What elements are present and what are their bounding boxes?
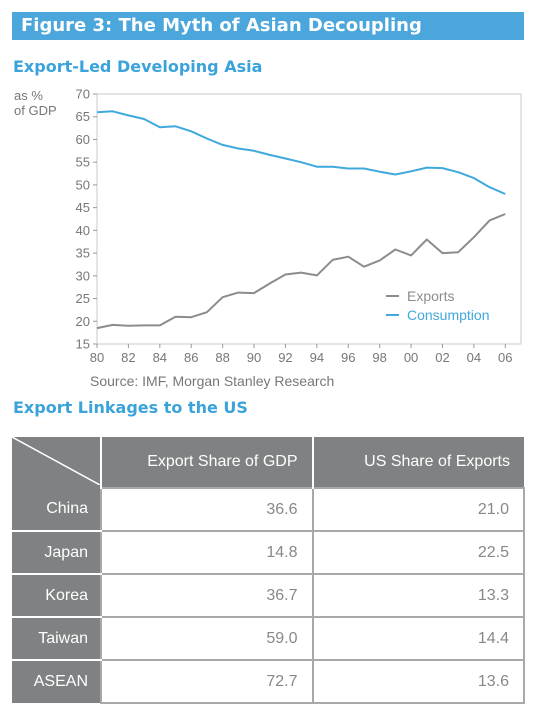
header-us-share: US Share of Exports bbox=[313, 437, 525, 488]
y-tick-label: 60 bbox=[76, 132, 90, 147]
x-tick-label: 92 bbox=[278, 350, 292, 365]
export-share-cell: 14.8 bbox=[101, 531, 313, 574]
x-tick-label: 04 bbox=[467, 350, 481, 365]
y-tick-label: 55 bbox=[76, 155, 90, 170]
y-tick-label: 45 bbox=[76, 200, 90, 215]
y-tick-label: 20 bbox=[76, 314, 90, 329]
figure-title: Figure 3: The Myth of Asian Decoupling bbox=[12, 12, 524, 40]
header-export-share: Export Share of GDP bbox=[101, 437, 313, 488]
table-row: ASEAN 72.7 13.6 bbox=[12, 660, 524, 703]
table-row: Korea 36.7 13.3 bbox=[12, 574, 524, 617]
y-tick-label: 35 bbox=[76, 246, 90, 261]
us-share-cell: 14.4 bbox=[313, 617, 525, 660]
us-share-cell: 13.3 bbox=[313, 574, 525, 617]
y-tick-label: 65 bbox=[76, 109, 90, 124]
x-tick-label: 00 bbox=[404, 350, 418, 365]
x-tick-label: 86 bbox=[184, 350, 198, 365]
x-tick-label: 90 bbox=[247, 350, 261, 365]
us-share-cell: 21.0 bbox=[313, 488, 525, 531]
x-tick-label: 82 bbox=[121, 350, 135, 365]
row-label: Korea bbox=[12, 574, 101, 617]
table-row: Taiwan 59.0 14.4 bbox=[12, 617, 524, 660]
export-linkages-table: Export Share of GDP US Share of Exports … bbox=[12, 437, 525, 704]
y-tick-label: 25 bbox=[76, 291, 90, 306]
row-label: ASEAN bbox=[12, 660, 101, 703]
x-tick-label: 84 bbox=[153, 350, 167, 365]
x-tick-label: 98 bbox=[372, 350, 386, 365]
row-label: Taiwan bbox=[12, 617, 101, 660]
x-tick-label: 94 bbox=[310, 350, 324, 365]
chart-source: Source: IMF, Morgan Stanley Research bbox=[90, 373, 334, 389]
line-chart: 15 20 25 30 35 40 45 50 55 60 65 70 as %of GDP 80 82 84… bbox=[0, 80, 549, 375]
export-share-cell: 72.7 bbox=[101, 660, 313, 703]
table-header-row: Export Share of GDP US Share of Exports bbox=[12, 437, 524, 488]
y-tick-label: 40 bbox=[76, 223, 90, 238]
x-tick-label: 80 bbox=[90, 350, 104, 365]
y-tick-label: 70 bbox=[76, 87, 90, 102]
us-share-cell: 22.5 bbox=[313, 531, 525, 574]
export-share-cell: 59.0 bbox=[101, 617, 313, 660]
legend-label-exports: Exports bbox=[407, 288, 454, 304]
chart-section-title: Export-Led Developing Asia bbox=[13, 57, 262, 76]
y-tick-label: 30 bbox=[76, 268, 90, 283]
export-share-cell: 36.7 bbox=[101, 574, 313, 617]
x-tick-label: 06 bbox=[498, 350, 512, 365]
y-axis-label: as % bbox=[14, 88, 43, 103]
export-share-cell: 36.6 bbox=[101, 488, 313, 531]
series-line-consumption bbox=[97, 111, 505, 194]
corner-diagonal bbox=[12, 437, 100, 485]
x-tick-label: 02 bbox=[435, 350, 449, 365]
table-row: Japan 14.8 22.5 bbox=[12, 531, 524, 574]
us-share-cell: 13.6 bbox=[313, 660, 525, 703]
row-label: China bbox=[12, 488, 101, 531]
x-tick-label: 88 bbox=[215, 350, 229, 365]
y-axis-label: of GDP bbox=[14, 103, 57, 118]
legend-label-consumption: Consumption bbox=[407, 307, 490, 323]
y-tick-label: 50 bbox=[76, 177, 90, 192]
y-tick-label: 15 bbox=[76, 337, 90, 352]
table-corner-cell bbox=[12, 437, 101, 488]
table-row: China 36.6 21.0 bbox=[12, 488, 524, 531]
x-tick-label: 96 bbox=[341, 350, 355, 365]
table-section-title: Export Linkages to the US bbox=[13, 398, 248, 417]
row-label: Japan bbox=[12, 531, 101, 574]
